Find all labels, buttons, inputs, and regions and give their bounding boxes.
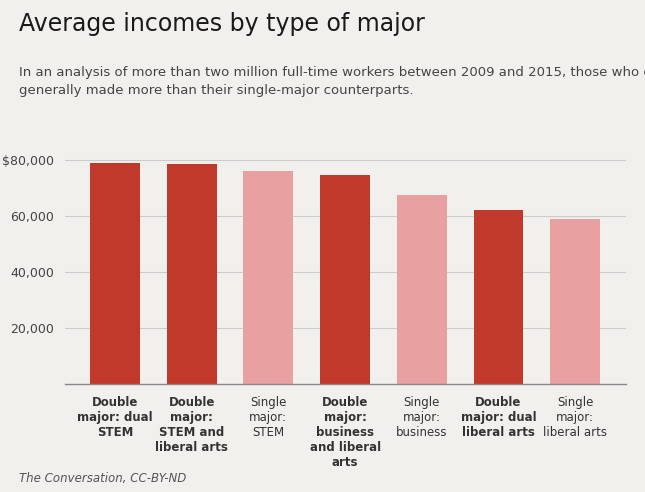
Bar xyxy=(550,219,600,384)
Bar xyxy=(90,163,140,384)
Text: In an analysis of more than two million full-time workers between 2009 and 2015,: In an analysis of more than two million … xyxy=(19,66,645,97)
Bar xyxy=(397,195,447,384)
Bar xyxy=(473,211,524,384)
Text: The Conversation, CC-BY-ND: The Conversation, CC-BY-ND xyxy=(19,472,186,485)
Bar xyxy=(166,164,217,384)
Text: Average incomes by type of major: Average incomes by type of major xyxy=(19,12,425,36)
Bar xyxy=(243,171,293,384)
Bar xyxy=(320,176,370,384)
